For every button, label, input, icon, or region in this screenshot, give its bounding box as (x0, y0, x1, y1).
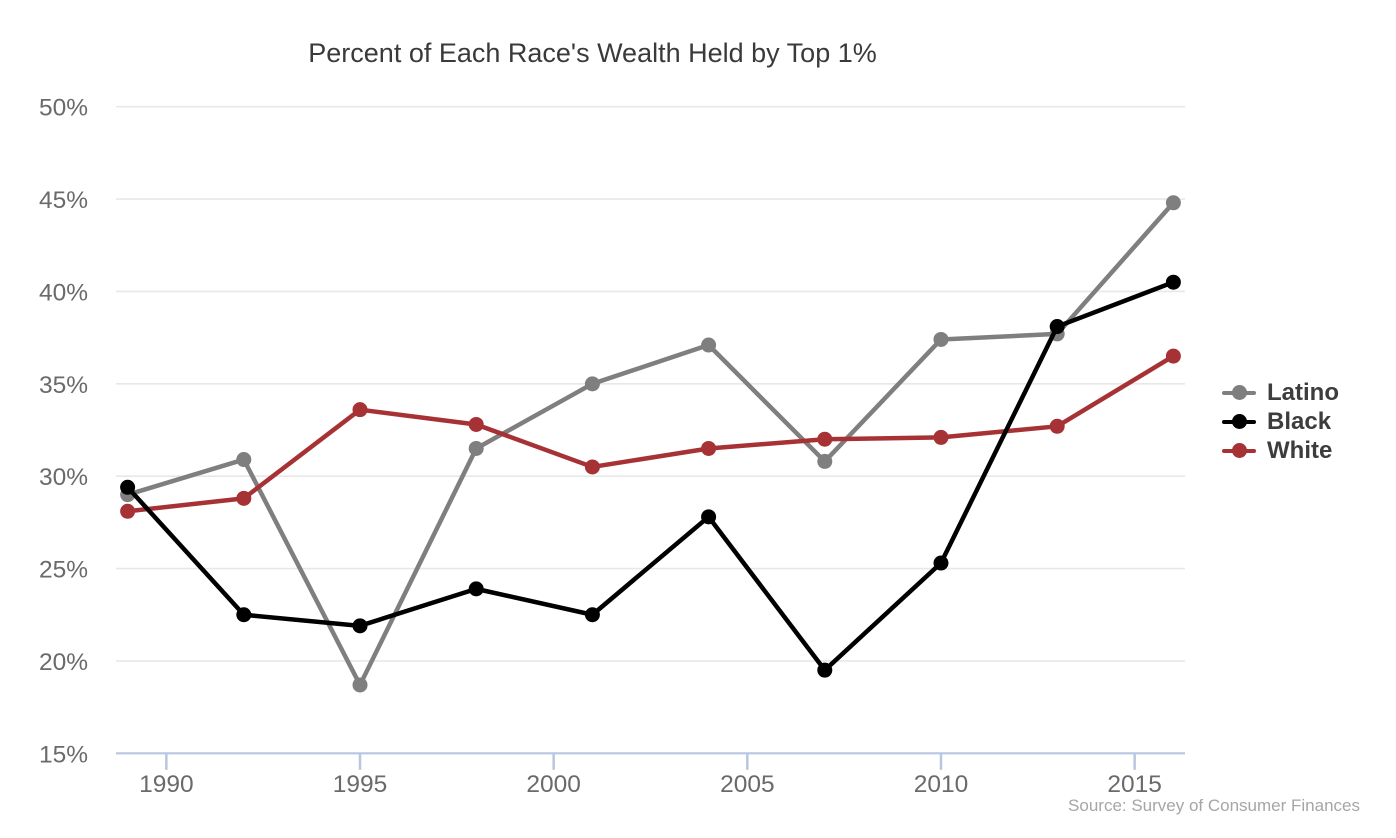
latino-data-point (468, 440, 484, 456)
white-data-point (468, 416, 484, 432)
x-tick-label: 2005 (720, 771, 775, 798)
black-data-point (352, 618, 368, 634)
y-tick-label: 20% (39, 649, 88, 676)
black-data-point (236, 607, 252, 623)
latino-line (125, 200, 1176, 688)
latino-data-point (352, 677, 368, 693)
white-data-point (1049, 418, 1065, 434)
source-caption: Source: Survey of Consumer Finances (1068, 796, 1360, 815)
white-line (125, 353, 1176, 514)
latino-data-point (236, 452, 252, 468)
x-tick-label: 1990 (139, 771, 194, 798)
x-tick-label: 2000 (526, 771, 581, 798)
white-data-point (236, 490, 252, 506)
x-tick-label: 2010 (914, 771, 969, 798)
y-tick-label: 45% (39, 187, 88, 214)
black-data-point (701, 509, 717, 525)
latino-data-point (701, 337, 717, 353)
legend-item-black: Black (1222, 407, 1339, 436)
y-tick-label: 30% (39, 464, 88, 491)
y-tick-label: 25% (39, 557, 88, 584)
y-tick-label: 40% (39, 279, 88, 306)
legend-label-black: Black (1267, 407, 1332, 435)
black-data-point (120, 479, 136, 495)
latino-data-point (584, 376, 600, 392)
black-data-point (468, 581, 484, 597)
black-data-point (1165, 274, 1181, 290)
y-tick-label: 50% (39, 95, 88, 122)
white-data-point (701, 440, 717, 456)
latino-series-marker-icon (1222, 385, 1256, 400)
latino-data-point (1165, 195, 1181, 211)
white-series-marker-icon (1222, 443, 1256, 458)
white-data-point (584, 459, 600, 475)
white-data-point (817, 431, 833, 447)
latino-data-point (817, 453, 833, 469)
legend-label-white: White (1267, 436, 1333, 464)
legend-label-latino: Latino (1267, 378, 1339, 406)
black-data-point (933, 555, 949, 571)
x-tick-label: 1995 (333, 771, 388, 798)
black-data-point (817, 662, 833, 678)
legend-item-white: White (1222, 436, 1339, 465)
legend: Latino Black White (1222, 378, 1339, 465)
white-data-point (120, 503, 136, 519)
latino-data-point (933, 331, 949, 347)
black-line (125, 279, 1176, 673)
x-tick-label: 2015 (1107, 771, 1162, 798)
legend-item-latino: Latino (1222, 378, 1339, 407)
black-series-marker-icon (1222, 414, 1256, 429)
chart-title: Percent of Each Race's Wealth Held by To… (308, 38, 877, 68)
white-data-point (933, 429, 949, 445)
black-data-point (1049, 319, 1065, 335)
black-data-point (584, 607, 600, 623)
white-data-point (352, 402, 368, 418)
white-data-point (1165, 348, 1181, 364)
y-tick-label: 35% (39, 372, 88, 399)
y-tick-label: 15% (39, 741, 88, 768)
